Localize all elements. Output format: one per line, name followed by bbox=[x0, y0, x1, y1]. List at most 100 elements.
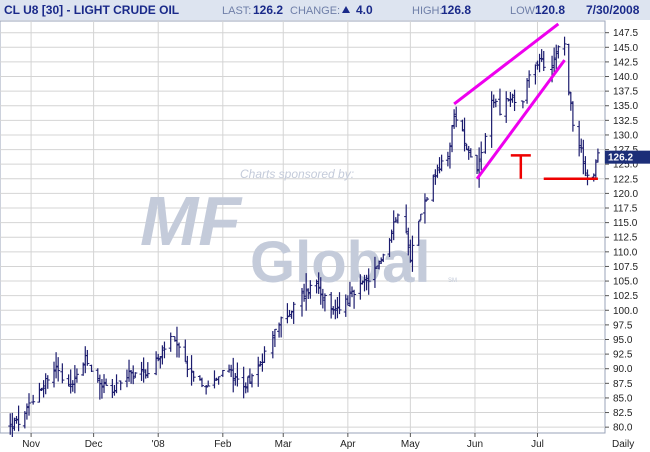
y-tick-label: 105.0 bbox=[613, 277, 638, 288]
ohlc-bar bbox=[285, 303, 290, 324]
ohlc-bar bbox=[199, 377, 204, 388]
ohlc-bar bbox=[372, 256, 377, 288]
last-price-tag bbox=[605, 150, 650, 164]
ohlc-bar bbox=[541, 50, 546, 72]
ohlc-bar bbox=[422, 193, 427, 224]
symbol-title: CL U8 [30] - LIGHT CRUDE OIL bbox=[4, 3, 179, 17]
ohlc-bar bbox=[468, 148, 473, 158]
ohlc-bar bbox=[395, 213, 400, 224]
y-tick-label: 115.0 bbox=[613, 218, 638, 229]
y-tick-label: 147.5 bbox=[613, 28, 638, 39]
header-bar bbox=[0, 0, 650, 20]
ohlc-bar bbox=[249, 373, 254, 388]
change-up-arrow-icon bbox=[342, 6, 350, 13]
x-tick-label: Nov bbox=[22, 439, 40, 450]
wedge-lower-trendline bbox=[475, 59, 566, 180]
x-tick-label: Jul bbox=[531, 439, 544, 450]
y-tick-label: 142.5 bbox=[613, 57, 638, 68]
ohlc-bar bbox=[118, 380, 123, 391]
ohlc-bar bbox=[381, 253, 386, 263]
ohlc-bar bbox=[512, 89, 517, 112]
y-tick-label: 125.0 bbox=[613, 160, 638, 171]
brand-mark: MF bbox=[140, 182, 243, 260]
y-tick-label: 135.0 bbox=[613, 101, 638, 112]
y-tick-label: 132.5 bbox=[613, 116, 638, 127]
ohlc-bar bbox=[204, 384, 209, 395]
ohlc-bar bbox=[291, 301, 296, 324]
ohlc-bar bbox=[177, 342, 182, 358]
y-axis: 80.0 82.5 85.0 87.5 90.0 92.5 95.0 97.5 100.0 102… bbox=[605, 28, 638, 434]
ohlc-bar bbox=[337, 292, 342, 315]
ohlc-bar bbox=[104, 378, 109, 386]
sponsor-watermark: Charts sponsored by: MF Global SM bbox=[140, 167, 457, 295]
ohlc-bar bbox=[74, 368, 79, 383]
brand-word: Global bbox=[250, 230, 430, 295]
y-tick-label: 92.5 bbox=[613, 350, 633, 361]
y-tick-label: 80.0 bbox=[613, 423, 633, 434]
ohlc-bar bbox=[556, 45, 561, 59]
ohlc-bar bbox=[235, 362, 240, 387]
ohlc-bar bbox=[308, 280, 313, 299]
y-tick-label: 95.0 bbox=[613, 335, 633, 346]
last-price-tag-text: 126.2 bbox=[608, 153, 633, 164]
ohlc-bar bbox=[16, 405, 21, 432]
change-value: 4.0 bbox=[356, 3, 373, 17]
x-tick-label: Mar bbox=[275, 439, 293, 450]
ohlc-bar bbox=[527, 70, 532, 88]
ohlc-bar bbox=[272, 328, 277, 348]
y-tick-label: 97.5 bbox=[613, 320, 633, 331]
y-tick-label: 87.5 bbox=[613, 379, 633, 390]
ohlc-bar bbox=[425, 197, 430, 201]
ohlc-bar bbox=[439, 154, 444, 172]
y-tick-label: 107.5 bbox=[613, 262, 638, 273]
ohlc-bar bbox=[279, 316, 284, 338]
y-tick-label: 120.0 bbox=[613, 189, 638, 200]
x-tick-label: Jun bbox=[467, 439, 483, 450]
y-tick-label: 145.0 bbox=[613, 43, 638, 54]
ohlc-bar bbox=[168, 332, 173, 352]
ohlc-bar bbox=[162, 341, 167, 359]
y-tick-label: 140.0 bbox=[613, 72, 638, 83]
ohlc-bar bbox=[220, 369, 225, 377]
y-tick-label: 112.5 bbox=[613, 233, 638, 244]
ohlc-bar bbox=[562, 36, 567, 56]
brand-trademark: SM bbox=[448, 278, 457, 284]
ohlc-bar bbox=[60, 363, 65, 384]
ohlc-bar bbox=[493, 98, 498, 108]
wedge-upper-trendline bbox=[453, 22, 560, 106]
x-tick-label: '08 bbox=[152, 439, 165, 450]
ohlc-bar bbox=[131, 365, 136, 385]
x-tick-label: Feb bbox=[214, 439, 232, 450]
ohlc-bar bbox=[497, 88, 502, 116]
x-axis: Nov Dec '08 Feb Mar Apr May Jun Jul Daily bbox=[22, 433, 634, 450]
ohlc-bar bbox=[206, 380, 211, 387]
sponsor-text: Charts sponsored by: bbox=[240, 167, 354, 181]
header-date: 7/30/2008 bbox=[586, 3, 640, 17]
y-tick-label: 122.5 bbox=[613, 174, 638, 185]
ohlc-bar bbox=[191, 370, 196, 382]
ohlc-bar bbox=[262, 346, 267, 363]
y-tick-label: 90.0 bbox=[613, 364, 633, 375]
ohlc-bar bbox=[416, 220, 421, 246]
y-tick-label: 117.5 bbox=[613, 204, 638, 215]
ohlc-bar bbox=[322, 293, 327, 312]
ohlc-bar bbox=[185, 355, 190, 378]
ohlc-bar bbox=[45, 375, 50, 389]
ohlc-bar bbox=[454, 106, 459, 128]
plot-frame bbox=[0, 20, 606, 434]
ohlc-bar bbox=[479, 141, 484, 171]
high-value: 126.8 bbox=[441, 3, 471, 17]
change-label: CHANGE: bbox=[290, 5, 340, 17]
last-label: LAST: bbox=[222, 5, 251, 17]
ohlc-bar bbox=[31, 394, 36, 405]
ohlc-bar bbox=[85, 349, 90, 366]
low-value: 120.8 bbox=[535, 3, 565, 17]
low-label: LOW: bbox=[510, 5, 538, 17]
ohlc-bar bbox=[410, 235, 415, 272]
ohlc-bar bbox=[570, 101, 575, 132]
y-tick-label: 137.5 bbox=[613, 87, 638, 98]
x-tick-label: Apr bbox=[340, 439, 356, 450]
y-tick-label: 85.0 bbox=[613, 393, 633, 404]
y-tick-label: 110.0 bbox=[613, 247, 638, 258]
